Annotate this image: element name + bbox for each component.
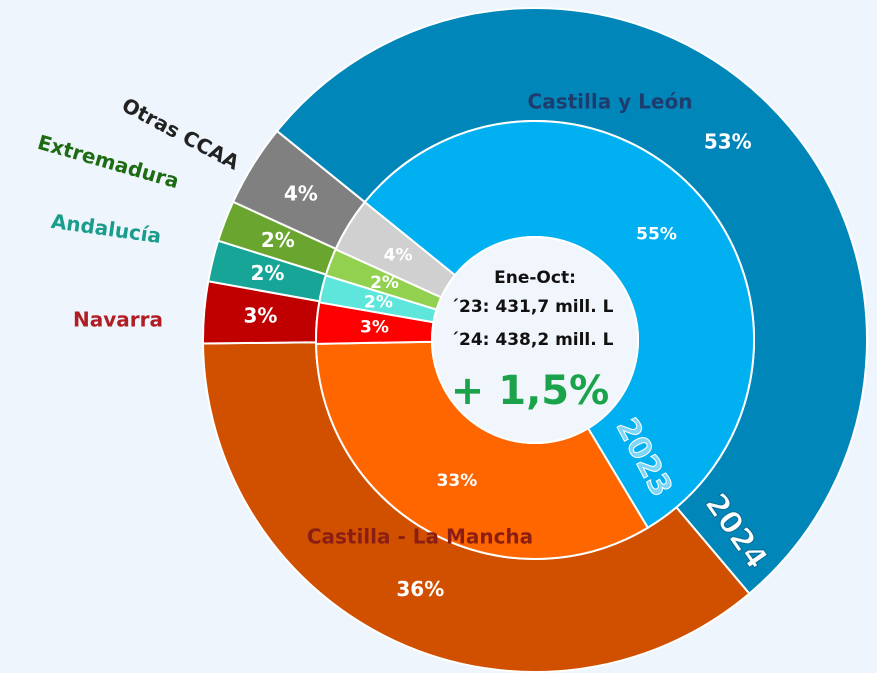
rings <box>202 7 869 673</box>
center-2023: ´23: 431,7 mill. L <box>451 297 614 317</box>
value-label: 2% <box>370 273 399 293</box>
center-circle <box>431 236 639 444</box>
value-label: 2% <box>261 228 295 252</box>
category-label: Navarra <box>73 308 163 332</box>
value-label: 36% <box>396 577 444 601</box>
category-label: Castilla y León <box>528 90 693 114</box>
center-2024: ´24: 438,2 mill. L <box>451 330 614 350</box>
center-change: + 1,5% <box>451 368 609 414</box>
center-period: Ene-Oct: <box>494 268 576 288</box>
value-label: 55% <box>636 224 677 244</box>
value-label: 3% <box>360 317 389 337</box>
category-label: Castilla - La Mancha <box>307 525 533 549</box>
value-label: 2% <box>250 261 284 285</box>
value-label: 2% <box>364 292 393 312</box>
value-label: 3% <box>243 303 277 327</box>
value-label: 4% <box>284 181 318 205</box>
value-label: 53% <box>704 130 752 154</box>
value-label: 4% <box>384 245 413 265</box>
value-label: 33% <box>437 471 478 491</box>
